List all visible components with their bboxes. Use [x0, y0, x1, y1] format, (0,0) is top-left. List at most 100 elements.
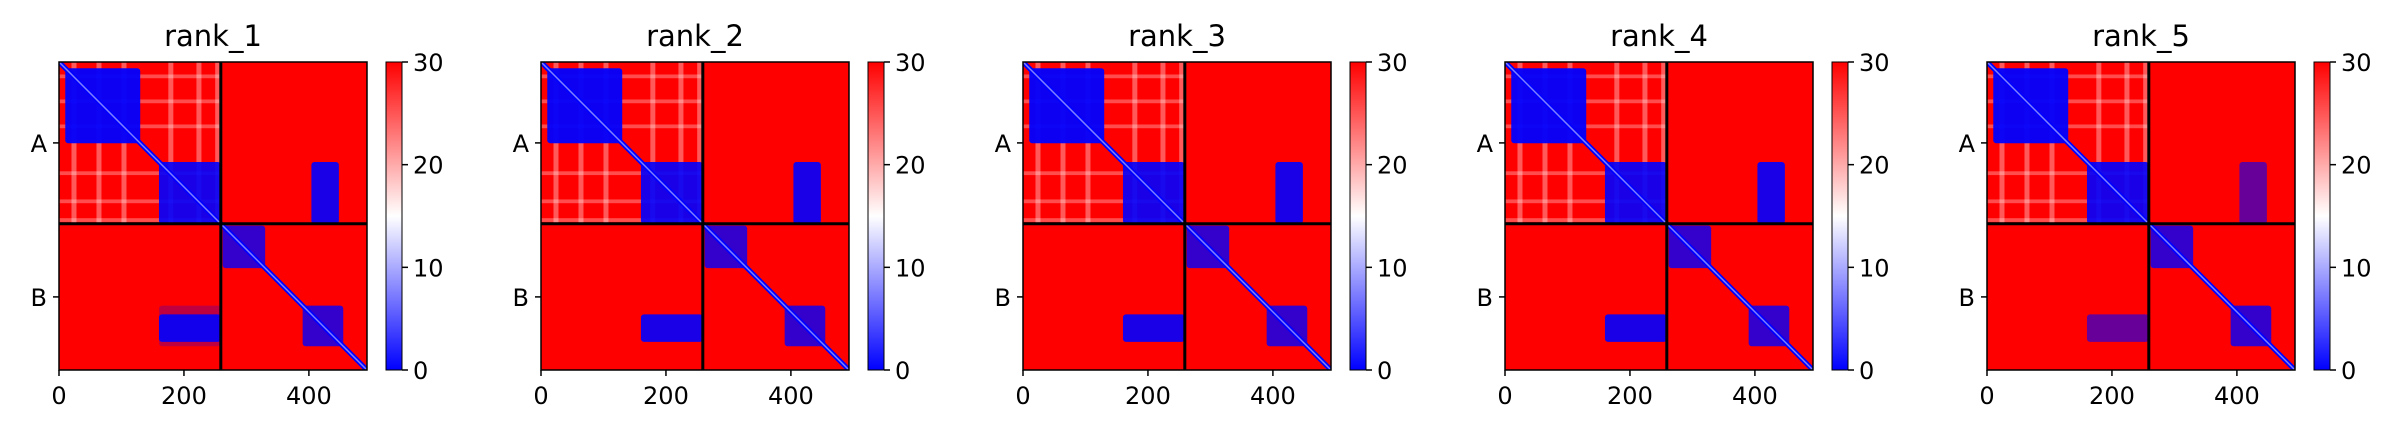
axes-frame [58, 61, 368, 371]
panel-1: rank_1 0 200 400 A B 0 10 20 30 [31, 19, 444, 410]
heatmap-stripe-row [1023, 199, 1185, 204]
heatmap-stripe-col [215, 62, 221, 224]
heatmap-stripe-col [1160, 62, 1166, 224]
colorbar [1831, 61, 1849, 371]
panel-title: rank_3 [1128, 19, 1226, 53]
x-tick-label: 200 [161, 382, 207, 410]
heatmap-block [1122, 314, 1185, 342]
x-tick-label: 0 [1497, 382, 1512, 410]
y-tick-label: A [1477, 130, 1494, 158]
heatmap-stripe-row [541, 218, 703, 222]
colorbar-tick-label: 10 [895, 254, 926, 282]
x-tick-label: 400 [768, 382, 814, 410]
panel-2: rank_2 0 200 400 A B 0 10 20 30 [513, 19, 926, 410]
y-tick-label: B [1477, 284, 1493, 312]
colorbar-tick-label: 30 [1377, 49, 1408, 77]
heatmap-stripe-col [2096, 62, 2102, 224]
heatmap [1505, 62, 1813, 370]
heatmap-block [158, 305, 221, 347]
x-tick-label: 400 [2214, 382, 2260, 410]
heatmap-block [2086, 314, 2149, 342]
heatmap-block [158, 314, 221, 342]
heatmap-stripe-row [1505, 199, 1667, 204]
x-tick-label: 400 [1732, 382, 1778, 410]
panel-4: rank_4 0 200 400 A B 0 10 20 30 [1477, 19, 1890, 410]
y-tick-label: A [1959, 130, 1976, 158]
axes-frame [1022, 61, 1332, 371]
x-tick-label: 200 [1125, 382, 1171, 410]
heatmap-diagonal-core [1505, 62, 1813, 370]
colorbar-tick-label: 20 [2341, 152, 2372, 180]
panel-3: rank_3 0 200 400 A B 0 10 20 30 [995, 19, 1408, 410]
colorbar-tick-label: 10 [1859, 254, 1890, 282]
colorbar [385, 61, 403, 371]
y-tick-label: B [1959, 284, 1975, 312]
heatmap [1987, 62, 2295, 370]
heatmap-stripe-row [59, 218, 221, 222]
x-tick-label: 0 [1979, 382, 1994, 410]
colorbar-tick-label: 20 [895, 152, 926, 180]
colorbar-tick-label: 20 [1377, 152, 1408, 180]
heatmap-stripe-row [1505, 218, 1667, 222]
heatmap-stripe-row [1987, 199, 2149, 204]
heatmap-block [793, 161, 821, 224]
colorbar-tick-label: 0 [1377, 357, 1392, 385]
colorbar-tick-label: 20 [413, 152, 444, 180]
heatmap-stripe-col [678, 62, 684, 224]
heatmap-block [311, 161, 339, 224]
axes-frame [540, 61, 850, 371]
axes-frame [1504, 61, 1814, 371]
colorbar-tick-label: 0 [2341, 357, 2356, 385]
x-tick-label: 200 [2089, 382, 2135, 410]
panel-title: rank_5 [2092, 19, 2190, 53]
colorbar-tick-label: 0 [895, 357, 910, 385]
colorbar [1349, 61, 1367, 371]
y-tick-label: A [513, 130, 530, 158]
y-tick-label: A [31, 130, 48, 158]
colorbar-tick-label: 30 [895, 49, 926, 77]
colorbar-tick-label: 0 [413, 357, 428, 385]
heatmap-diagonal-core [59, 62, 367, 370]
colorbar-tick-label: 10 [413, 254, 444, 282]
x-tick-label: 400 [1250, 382, 1296, 410]
colorbar-tick-label: 10 [1377, 254, 1408, 282]
x-tick-label: 200 [1607, 382, 1653, 410]
heatmap-stripe-col [2124, 62, 2130, 224]
heatmap-stripe-col [650, 62, 656, 224]
heatmap-stripe-col [1642, 62, 1648, 224]
x-tick-label: 400 [286, 382, 332, 410]
panel-title: rank_2 [646, 19, 744, 53]
heatmap-stripe-row [59, 199, 221, 204]
panel-5: rank_5 0 200 400 A B 0 10 20 30 [1959, 19, 2372, 410]
colorbar-tick-label: 30 [1859, 49, 1890, 77]
heatmap-stripe-row [1023, 218, 1185, 222]
colorbar [867, 61, 885, 371]
y-tick-label: A [995, 130, 1012, 158]
heatmap-stripe-col [168, 62, 174, 224]
axes-frame [1986, 61, 2296, 371]
heatmap-diagonal-core [541, 62, 849, 370]
heatmap-diagonal-core [1987, 62, 2295, 370]
colorbar-tick-label: 20 [1859, 152, 1890, 180]
x-tick-label: 0 [51, 382, 66, 410]
heatmap [1023, 62, 1331, 370]
heatmap-stripe-col [1614, 62, 1620, 224]
y-tick-label: B [513, 284, 529, 312]
heatmap-block [640, 314, 703, 342]
heatmap-stripe-row [541, 171, 703, 176]
panel-title: rank_4 [1610, 19, 1708, 53]
heatmap-block [1275, 161, 1303, 224]
heatmap-stripe-col [1661, 62, 1667, 224]
y-tick-label: B [995, 284, 1011, 312]
colorbar-tick-label: 30 [413, 49, 444, 77]
x-tick-label: 200 [643, 382, 689, 410]
heatmap-stripe-col [697, 62, 703, 224]
y-tick-label: B [31, 284, 47, 312]
heatmap-stripe-row [1505, 171, 1667, 176]
colorbar-tick-label: 10 [2341, 254, 2372, 282]
heatmap-stripe-row [541, 199, 703, 204]
heatmap-stripe-col [1179, 62, 1185, 224]
heatmap-stripe-row [59, 171, 221, 176]
colorbar-tick-label: 0 [1859, 357, 1874, 385]
x-tick-label: 0 [533, 382, 548, 410]
